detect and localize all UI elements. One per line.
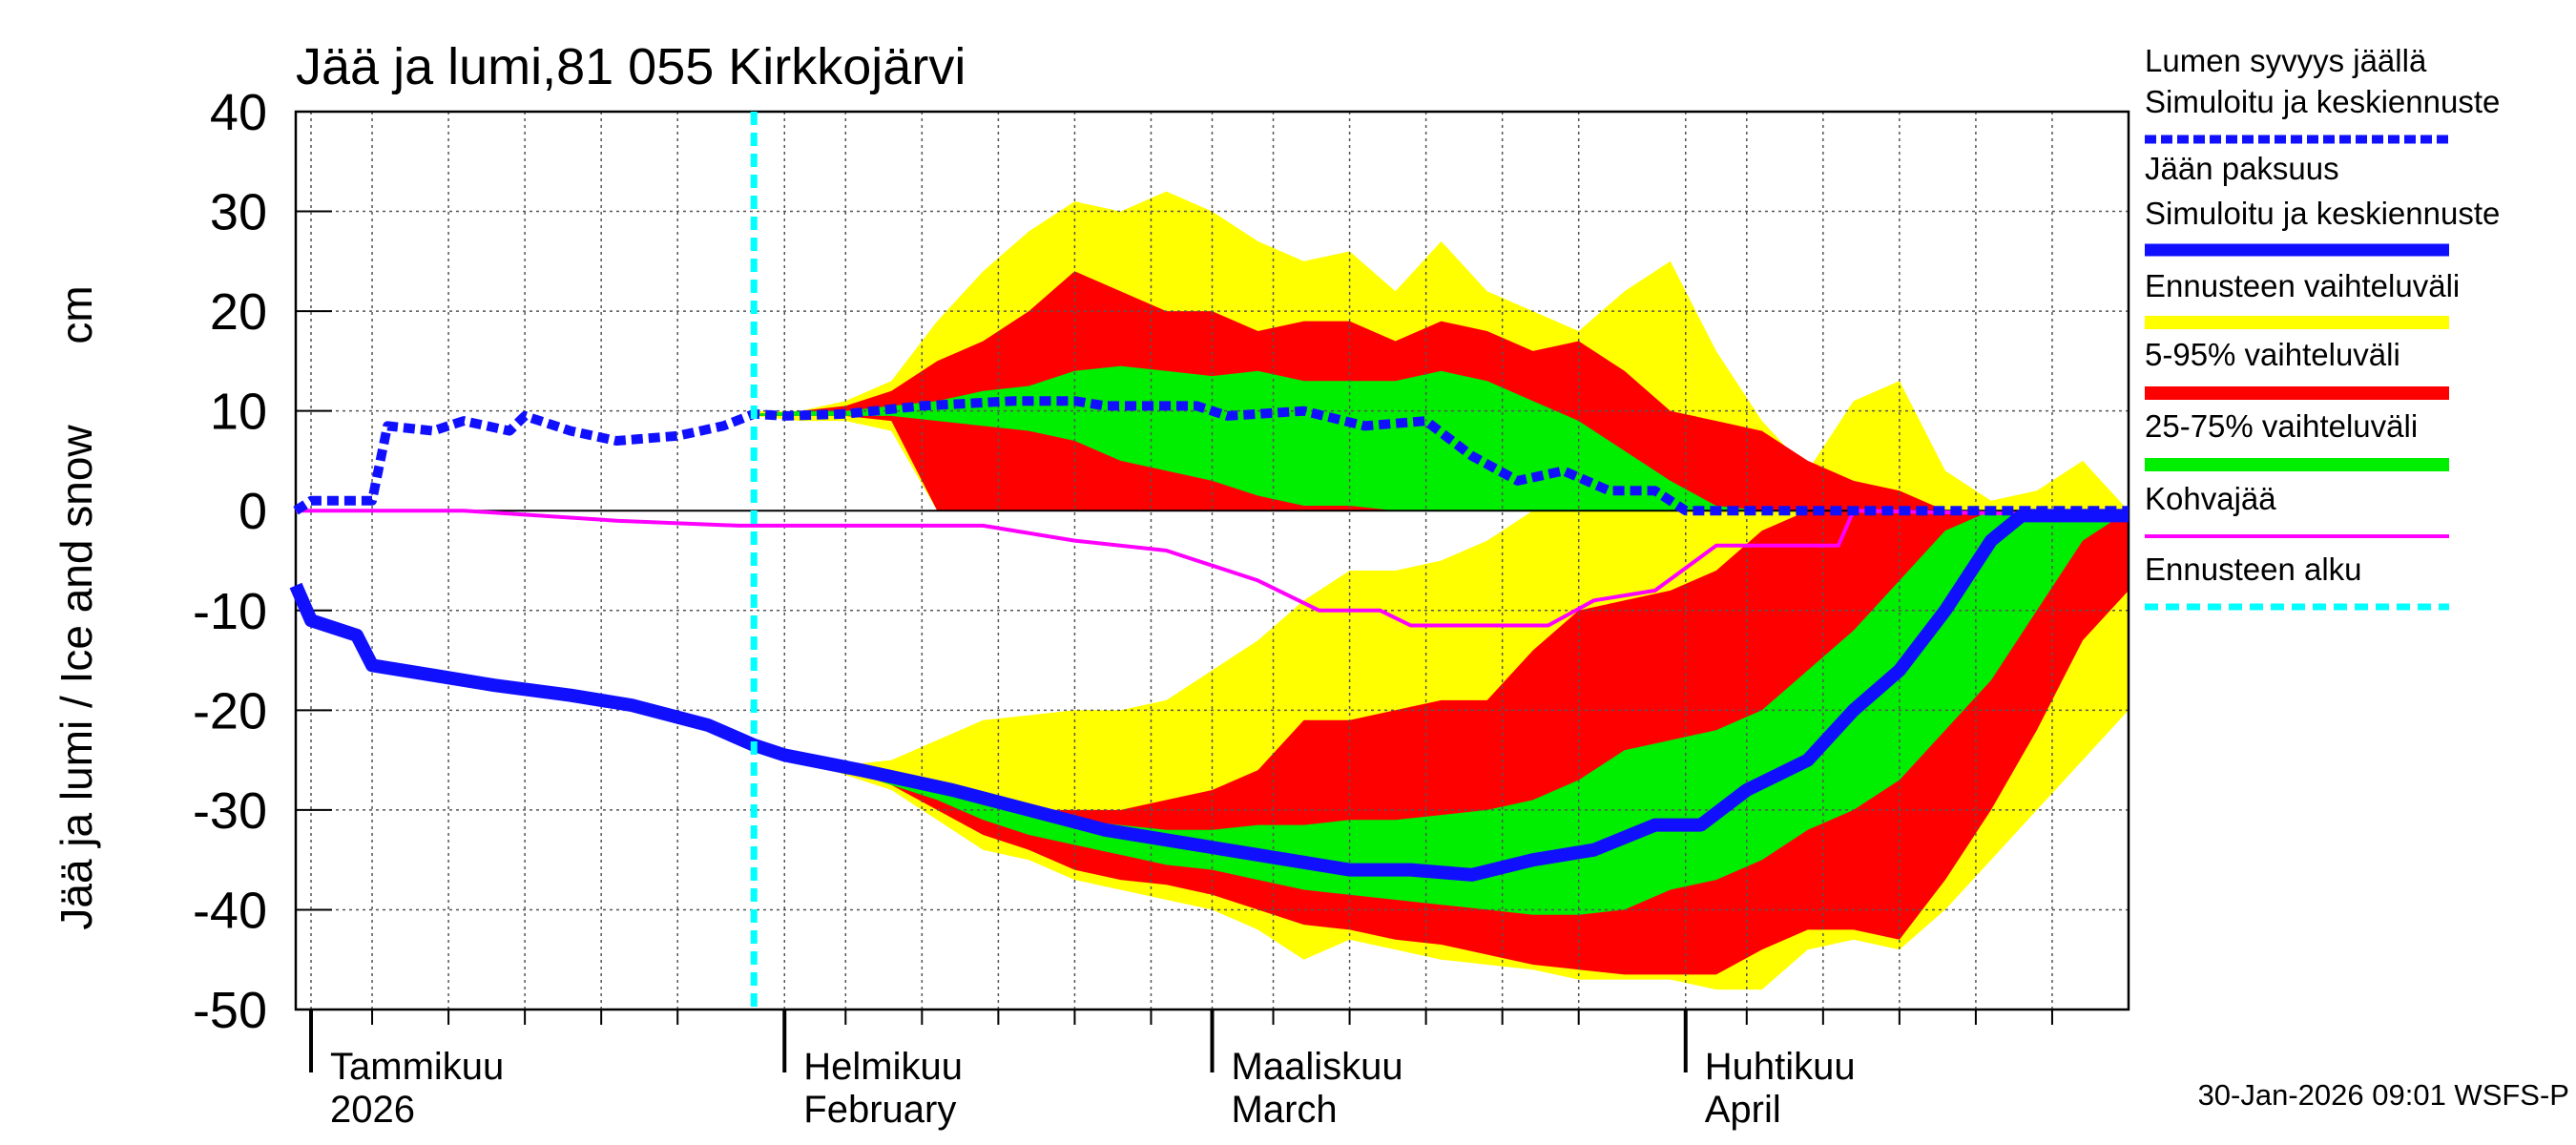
x-tick-label: Helmikuu — [803, 1046, 963, 1088]
legend-sublabel: Simuloitu ja keskiennuste — [2145, 196, 2500, 231]
x-tick-label: Tammikuu — [330, 1046, 504, 1088]
y-axis-unit: cm — [52, 285, 101, 344]
x-tick-sublabel: April — [1705, 1089, 1781, 1131]
y-tick-label: 30 — [210, 184, 267, 241]
x-tick-label: Maaliskuu — [1232, 1046, 1403, 1088]
y-tick-label: -50 — [193, 982, 267, 1039]
y-tick-label: 0 — [239, 483, 267, 540]
y-tick-label: 40 — [210, 84, 267, 141]
range-band — [754, 510, 2129, 975]
series-line — [293, 396, 2129, 516]
chart-title: Jää ja lumi,81 055 Kirkkojärvi — [296, 38, 966, 95]
y-tick-label: -30 — [193, 782, 267, 840]
x-tick-sublabel: March — [1232, 1089, 1338, 1131]
legend-label: Lumen syvyys jäällä — [2145, 43, 2427, 78]
y-tick-label: -20 — [193, 682, 267, 739]
y-tick-label: -10 — [193, 583, 267, 640]
range-band — [754, 510, 2129, 915]
series-line — [289, 509, 2129, 882]
x-tick-sublabel: 2026 — [330, 1089, 415, 1131]
y-tick-label: 10 — [210, 384, 267, 441]
legend-label: Ennusteen alku — [2145, 552, 2362, 587]
x-tick-label: Huhtikuu — [1705, 1046, 1856, 1088]
legend-label: Jään paksuus — [2145, 151, 2339, 186]
legend-sublabel: Simuloitu ja keskiennuste — [2145, 84, 2500, 119]
legend-label: Ennusteen vaihteluväli — [2145, 268, 2460, 303]
legend-label: 25-75% vaihteluväli — [2145, 408, 2418, 444]
y-tick-label: 20 — [210, 283, 267, 341]
plot-frame — [294, 110, 2130, 1011]
legend-label: Kohvajää — [2145, 481, 2276, 516]
y-tick-label: -40 — [193, 882, 267, 939]
series-line — [296, 509, 2129, 628]
legend-label: 5-95% vaihteluväli — [2145, 337, 2400, 372]
y-axis-label: Jää ja lumi / Ice and snow — [52, 425, 101, 930]
x-tick-sublabel: February — [803, 1089, 956, 1131]
footer: 30-Jan-2026 09:01 WSFS-P — [2198, 1078, 2569, 1112]
